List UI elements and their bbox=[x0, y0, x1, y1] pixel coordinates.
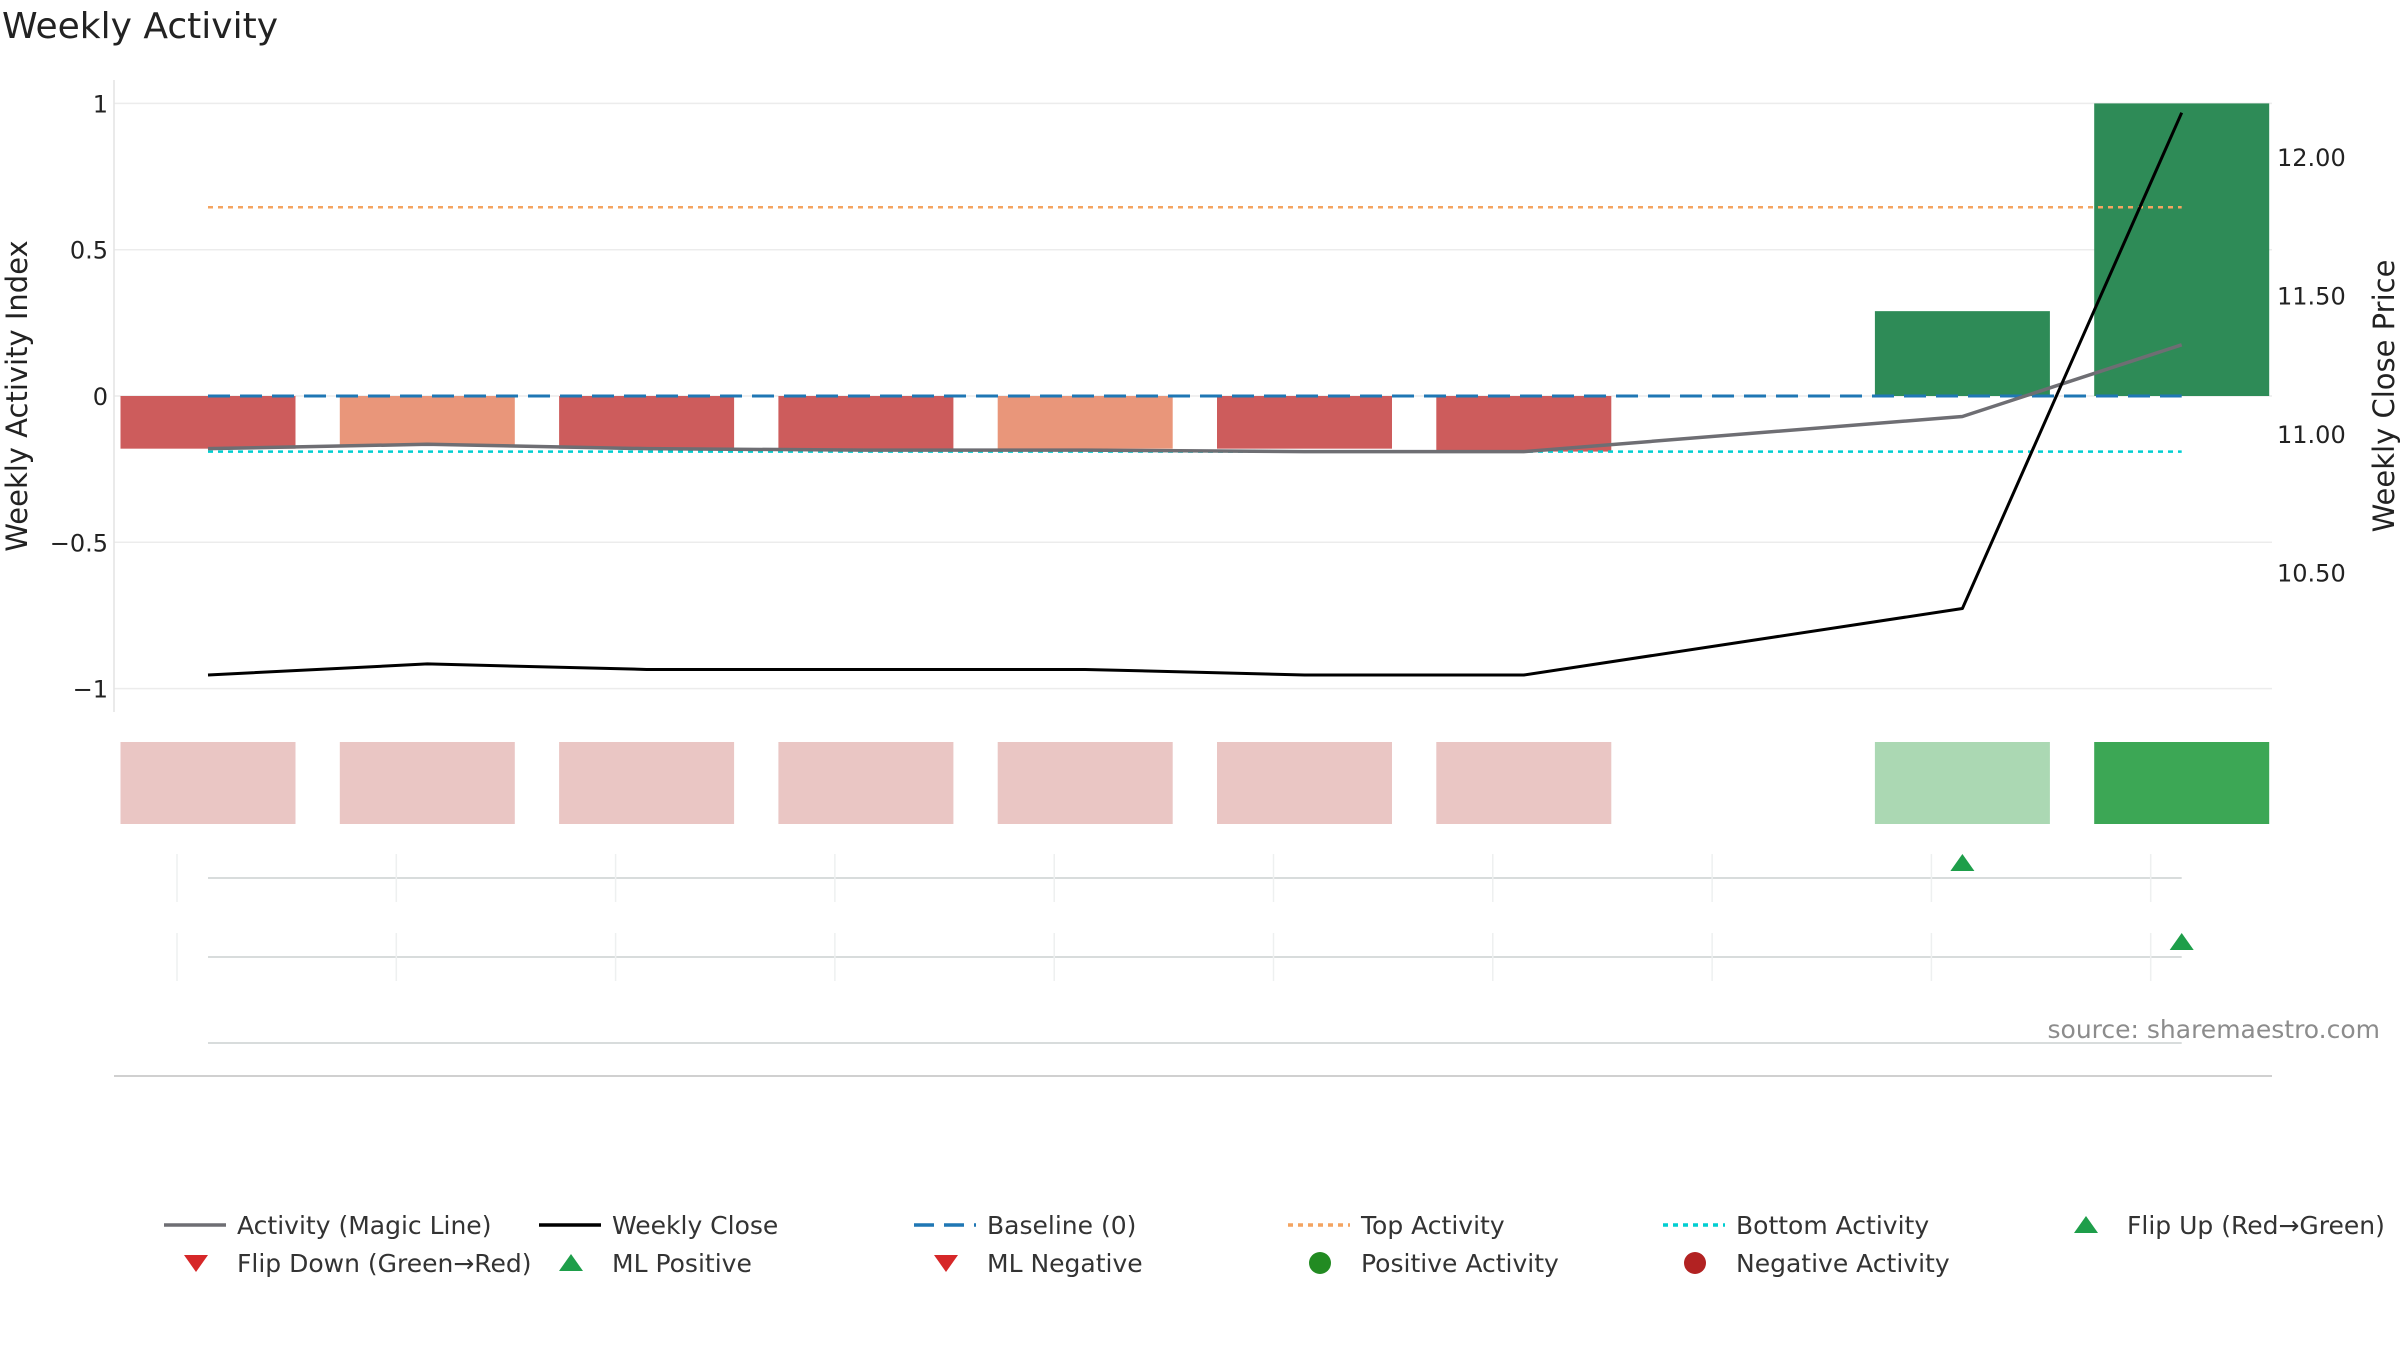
legend-label: Negative Activity bbox=[1736, 1249, 1950, 1278]
activity-bar bbox=[120, 396, 296, 449]
legend-label: ML Positive bbox=[612, 1249, 752, 1278]
legend-triangle-down-icon bbox=[934, 1255, 958, 1272]
left-axis-label: Weekly Activity Index bbox=[0, 240, 34, 551]
legend-label: Flip Up (Red→Green) bbox=[2127, 1211, 2385, 1240]
right-tick-label: 10.50 bbox=[2277, 560, 2346, 588]
heat-strip-cell bbox=[778, 742, 954, 824]
legend-label: Weekly Close bbox=[612, 1211, 778, 1240]
heat-strip-cell bbox=[559, 742, 735, 824]
activity-bar bbox=[2094, 103, 2270, 396]
legend-circle-icon bbox=[1309, 1252, 1331, 1274]
activity-bar bbox=[559, 396, 735, 449]
activity-bar bbox=[997, 396, 1173, 449]
heat-strip-cell bbox=[339, 742, 515, 824]
left-tick-label: 0 bbox=[93, 383, 108, 411]
legend-label: Bottom Activity bbox=[1736, 1211, 1929, 1240]
series-line bbox=[207, 112, 2184, 677]
legend-circle-icon bbox=[1684, 1252, 1706, 1274]
heat-strip-cell bbox=[1217, 742, 1392, 824]
legend-label: Top Activity bbox=[1360, 1211, 1505, 1240]
right-axis-label: Weekly Close Price bbox=[2367, 260, 2400, 533]
heat-strip-cell bbox=[1436, 742, 1612, 824]
legend-label: ML Negative bbox=[987, 1249, 1143, 1278]
activity-bar bbox=[1874, 311, 2050, 396]
left-tick-label: 0.5 bbox=[70, 237, 108, 265]
activity-bar bbox=[778, 396, 954, 449]
legend-triangle-up-icon bbox=[559, 1254, 583, 1271]
legend-label: Flip Down (Green→Red) bbox=[237, 1249, 532, 1278]
right-tick-label: 11.00 bbox=[2277, 421, 2346, 449]
source-attribution: source: sharemaestro.com bbox=[2047, 1015, 2381, 1044]
triangle-up-marker bbox=[1950, 854, 1975, 871]
activity-bar bbox=[1436, 396, 1612, 452]
left-tick-label: −1 bbox=[73, 676, 108, 704]
right-tick-label: 12.00 bbox=[2277, 144, 2346, 172]
legend-label: Baseline (0) bbox=[987, 1211, 1136, 1240]
legend-label: Activity (Magic Line) bbox=[237, 1211, 491, 1240]
heat-strip-cell bbox=[2094, 742, 2270, 824]
legend-triangle-up-icon bbox=[2074, 1216, 2098, 1233]
series-line bbox=[207, 343, 2183, 454]
legend-triangle-down-icon bbox=[184, 1255, 208, 1272]
heat-strip-cell bbox=[997, 742, 1173, 824]
left-tick-label: −0.5 bbox=[50, 529, 108, 557]
triangle-up-marker bbox=[2169, 933, 2194, 950]
heat-strip-cell bbox=[120, 742, 296, 824]
heat-strip-cell bbox=[1874, 742, 2050, 824]
chart-title: Weekly Activity bbox=[2, 6, 279, 47]
left-tick-label: 1 bbox=[93, 90, 108, 118]
right-tick-label: 11.50 bbox=[2277, 283, 2346, 311]
activity-bar bbox=[1217, 396, 1392, 449]
legend-label: Positive Activity bbox=[1361, 1249, 1559, 1278]
activity-bar bbox=[339, 396, 515, 446]
